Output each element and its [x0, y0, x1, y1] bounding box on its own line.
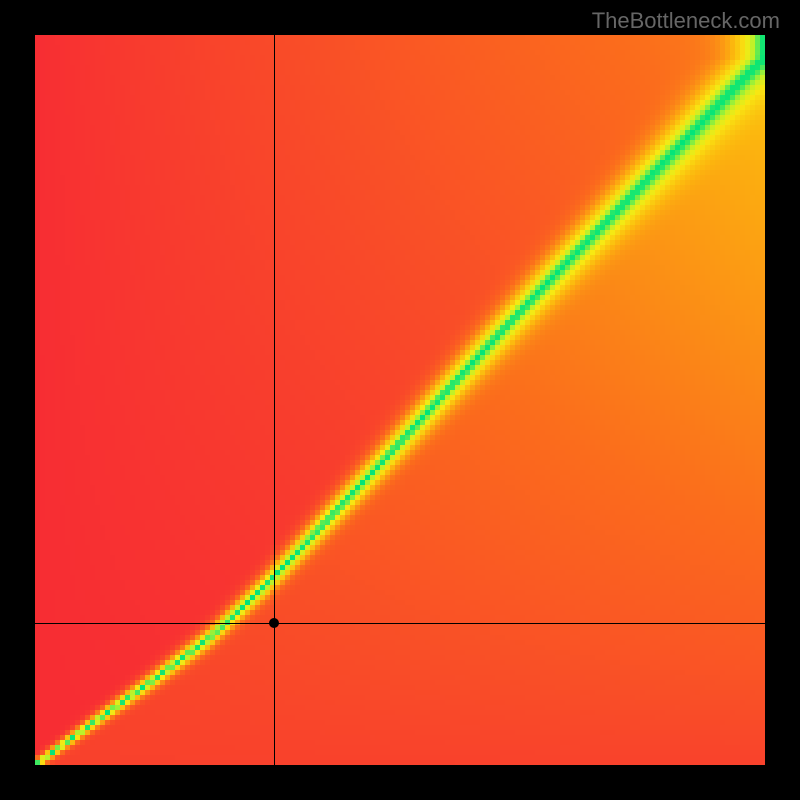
heatmap-plot — [35, 35, 765, 765]
crosshair-horizontal — [35, 623, 765, 624]
crosshair-vertical — [274, 35, 275, 765]
heatmap-canvas — [35, 35, 765, 765]
crosshair-marker — [269, 618, 279, 628]
watermark-text: TheBottleneck.com — [592, 8, 780, 34]
